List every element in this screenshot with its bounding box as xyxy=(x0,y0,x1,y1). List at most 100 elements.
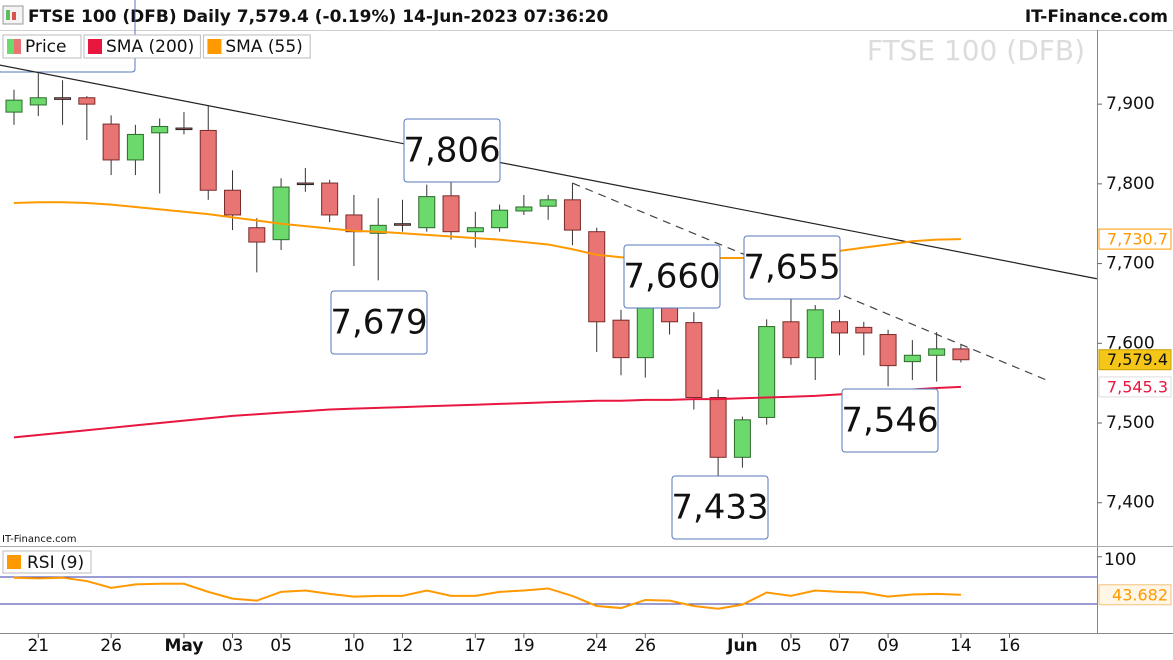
candle-body xyxy=(369,224,387,234)
candle-body xyxy=(199,129,217,191)
legend-label: Price xyxy=(25,37,66,57)
annotation-box xyxy=(330,290,428,355)
app-icon-bar xyxy=(12,12,16,20)
credit: IT-Finance.com xyxy=(2,534,77,545)
candle-body xyxy=(102,123,120,161)
candle-body xyxy=(224,189,242,216)
legend-swatch xyxy=(88,39,102,54)
candle-body xyxy=(685,322,703,399)
price-label-box xyxy=(1098,376,1172,398)
x-tick-label: 26 xyxy=(634,636,656,656)
legend-swatch xyxy=(14,39,21,54)
legend-swatch xyxy=(7,39,14,54)
candle-body xyxy=(855,326,873,334)
legend-box xyxy=(2,550,92,574)
candle-body xyxy=(466,227,484,233)
x-tick-label: 14 xyxy=(950,636,972,656)
y-tick-label: 7,800 xyxy=(1106,174,1155,194)
candle-body xyxy=(612,319,630,359)
candle-body xyxy=(151,125,169,134)
candle-body xyxy=(442,195,460,233)
legend-label: RSI (9) xyxy=(27,553,84,573)
app-icon-bar xyxy=(6,10,10,20)
candle-body xyxy=(782,321,800,359)
candle-body xyxy=(272,186,290,241)
candle-body xyxy=(588,231,606,323)
candle-body xyxy=(5,99,23,113)
candle-body xyxy=(806,309,824,359)
legend-label: SMA (200) xyxy=(106,37,194,57)
legend-item: SMA (200) xyxy=(83,34,201,59)
candle-body xyxy=(879,334,897,367)
y-tick-label: 7,700 xyxy=(1106,254,1155,274)
x-tick-label: 17 xyxy=(464,636,486,656)
x-tick-label: 03 xyxy=(222,636,244,656)
annotation: 7,806 xyxy=(403,131,500,171)
legend-box xyxy=(2,34,82,59)
candle-body xyxy=(78,97,96,105)
x-tick-label: 05 xyxy=(780,636,802,656)
legend-swatch xyxy=(7,555,21,569)
legend-item: SMA (55) xyxy=(202,34,311,59)
candle-body xyxy=(126,133,144,161)
candle-body xyxy=(296,182,314,186)
price-label: 7,545.3 xyxy=(1107,377,1168,396)
x-tick-label: May xyxy=(164,636,203,656)
candle-body xyxy=(321,182,339,216)
candle-body xyxy=(345,214,363,233)
candle-body xyxy=(831,321,849,334)
y-tick-label: 7,400 xyxy=(1106,493,1155,513)
candle-body xyxy=(54,97,72,100)
annotation-box xyxy=(743,235,841,300)
candle-body xyxy=(418,196,436,229)
x-tick-label: 07 xyxy=(829,636,851,656)
x-tick-label: 24 xyxy=(586,636,608,656)
trendline xyxy=(0,64,1098,280)
annotation: 7,433 xyxy=(671,488,768,528)
candle-body xyxy=(733,419,751,458)
x-tick-label: Jun xyxy=(726,636,758,656)
watermark: FTSE 100 (DFB) xyxy=(867,34,1085,67)
y-tick-label: 7,900 xyxy=(1106,94,1155,114)
annotation: 7,655 xyxy=(743,248,840,288)
candle-body xyxy=(175,127,193,131)
x-tick-label: 21 xyxy=(27,636,49,656)
candle-body xyxy=(636,306,654,359)
candle-body xyxy=(903,354,921,363)
candle-body xyxy=(393,223,411,226)
legend-box xyxy=(202,34,311,59)
chart-title: FTSE 100 (DFB) Daily 7,579.4 (-0.19%) 14… xyxy=(28,7,609,27)
y-tick-label: 7,500 xyxy=(1106,413,1155,433)
price-label-box xyxy=(1098,584,1172,606)
source: IT-Finance.com xyxy=(1025,7,1168,27)
rsi-line xyxy=(13,576,961,610)
annotation-box xyxy=(623,244,721,309)
candle-body xyxy=(248,227,266,243)
price-label: 7,579.4 xyxy=(1107,350,1168,369)
x-tick-label: 19 xyxy=(513,636,535,656)
legend-box xyxy=(83,34,201,59)
annotation-box xyxy=(841,388,939,453)
candle-body xyxy=(758,326,776,418)
annotation: 7,679 xyxy=(330,303,427,343)
candle-body xyxy=(539,199,557,207)
price-label-box xyxy=(1098,349,1172,371)
annotation-box xyxy=(671,475,769,540)
x-tick-label: 10 xyxy=(343,636,365,656)
legend-swatch xyxy=(207,39,222,54)
price-label: 43.682 xyxy=(1112,585,1168,604)
annotation-box xyxy=(403,118,501,183)
candle-body xyxy=(563,199,581,231)
y-tick-label: 100 xyxy=(1104,550,1136,570)
price-label-box xyxy=(1098,228,1172,250)
x-tick-label: 05 xyxy=(270,636,292,656)
x-tick-label: 16 xyxy=(999,636,1021,656)
candle-body xyxy=(491,209,509,229)
x-tick-label: 09 xyxy=(877,636,899,656)
candle-body xyxy=(952,348,970,361)
x-tick-label: 26 xyxy=(100,636,122,656)
candle-body xyxy=(709,397,727,458)
